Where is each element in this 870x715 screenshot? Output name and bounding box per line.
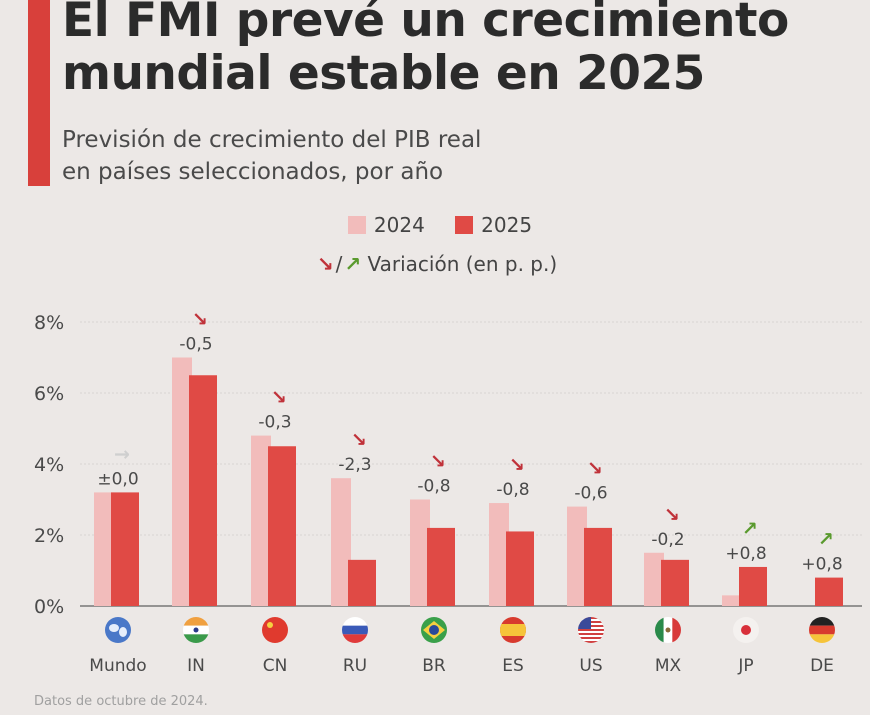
bar-2025-mundo bbox=[111, 492, 139, 606]
y-tick-label: 4% bbox=[34, 454, 64, 476]
variation-arrow-down-icon: ↘ bbox=[430, 451, 446, 473]
x-tick-label-de: DE bbox=[810, 656, 834, 676]
variation-label-us: -0,6 bbox=[574, 484, 607, 504]
bar-2024-jp bbox=[722, 595, 742, 606]
legend-item-2025: 2025 bbox=[455, 213, 532, 237]
bar-2025-mx bbox=[661, 559, 689, 606]
variation-label-br: -0,8 bbox=[417, 477, 450, 497]
germany-flag-icon bbox=[809, 617, 835, 643]
legend-variation-label: Variación (en p. p.) bbox=[367, 252, 558, 276]
slash-divider: / bbox=[335, 252, 343, 276]
bar-2025-us bbox=[584, 527, 612, 606]
legend-series: 2024 2025 bbox=[5, 213, 870, 239]
china-flag-icon bbox=[262, 617, 288, 643]
arrow-down-icon: ↘ bbox=[316, 252, 334, 276]
x-tick-label-ru: RU bbox=[343, 656, 367, 676]
variation-arrow-down-icon: ↘ bbox=[509, 454, 525, 476]
bar-2024-us bbox=[567, 506, 587, 606]
variation-arrow-down-icon: ↘ bbox=[271, 387, 287, 409]
bar-2024-mundo bbox=[94, 492, 114, 606]
legend-label-2024: 2024 bbox=[373, 213, 425, 237]
x-tick-label-in: IN bbox=[187, 656, 205, 676]
subtitle-line-2: en países seleccionados, por año bbox=[62, 159, 444, 185]
variation-arrow-down-icon: ↘ bbox=[192, 309, 208, 331]
legend-swatch-2024 bbox=[347, 216, 366, 234]
bar-2024-es bbox=[489, 503, 509, 606]
subtitle-line-1: Previsión de crecimiento del PIB real bbox=[62, 127, 482, 153]
mexico-flag-icon bbox=[655, 617, 681, 643]
y-tick-label: 0% bbox=[34, 596, 64, 618]
usa-flag-icon bbox=[578, 617, 604, 643]
chart-title: El FMI prevé un crecimiento mundial esta… bbox=[62, 0, 789, 101]
brazil-flag-icon bbox=[421, 617, 447, 643]
legend-swatch-2025 bbox=[455, 216, 474, 234]
bar-2024-br bbox=[410, 499, 430, 606]
legend-label-2025: 2025 bbox=[481, 213, 533, 237]
variation-arrow-down-icon: ↘ bbox=[351, 429, 367, 451]
y-tick-label: 2% bbox=[34, 525, 64, 547]
x-tick-label-us: US bbox=[579, 656, 602, 676]
japan-flag-icon bbox=[733, 617, 759, 643]
x-tick-label-cn: CN bbox=[263, 656, 288, 676]
bar-2024-mx bbox=[644, 552, 664, 606]
bar-2025-ru bbox=[348, 559, 376, 606]
x-tick-label-mundo: Mundo bbox=[89, 656, 146, 676]
x-tick-label-jp: JP bbox=[737, 656, 753, 676]
variation-label-cn: -0,3 bbox=[258, 413, 291, 433]
bar-2025-cn bbox=[268, 446, 296, 606]
x-tick-label-br: BR bbox=[422, 656, 446, 676]
variation-label-mx: -0,2 bbox=[651, 530, 684, 550]
accent-bar bbox=[28, 0, 50, 186]
source-note: Datos de octubre de 2024. bbox=[34, 694, 208, 709]
india-flag-icon bbox=[183, 617, 209, 643]
bar-2025-de bbox=[815, 577, 843, 606]
variation-arrow-flat-icon: → bbox=[114, 443, 130, 465]
russia-flag-icon bbox=[342, 617, 368, 643]
variation-label-es: -0,8 bbox=[496, 480, 529, 500]
y-tick-label: 8% bbox=[34, 312, 64, 334]
arrow-up-icon: ↗ bbox=[344, 252, 362, 276]
variation-label-in: -0,5 bbox=[179, 335, 212, 355]
variation-label-ru: -2,3 bbox=[338, 455, 371, 475]
x-tick-label-es: ES bbox=[502, 656, 524, 676]
spain-flag-icon bbox=[500, 617, 526, 643]
legend-variation: ↘ / ↗ Variación (en p. p.) bbox=[2, 252, 870, 276]
bar-2025-jp bbox=[739, 566, 767, 606]
bar-2025-br bbox=[427, 527, 455, 606]
variation-arrow-down-icon: ↘ bbox=[664, 504, 680, 526]
legend-item-2024: 2024 bbox=[347, 213, 425, 237]
bar-2025-in bbox=[189, 375, 217, 606]
bar-2024-in bbox=[172, 357, 192, 606]
variation-arrow-up-icon: ↗ bbox=[818, 529, 834, 551]
x-tick-label-mx: MX bbox=[655, 656, 682, 676]
bar-2025-es bbox=[506, 531, 534, 606]
y-tick-label: 6% bbox=[34, 383, 64, 405]
variation-label-jp: +0,8 bbox=[725, 544, 766, 564]
variation-label-de: +0,8 bbox=[801, 555, 842, 575]
bar-2024-cn bbox=[251, 435, 271, 606]
variation-arrow-up-icon: ↗ bbox=[742, 518, 758, 540]
chart-subtitle: Previsión de crecimiento del PIB real en… bbox=[62, 124, 662, 188]
bar-2024-ru bbox=[331, 478, 351, 606]
variation-arrow-down-icon: ↘ bbox=[587, 458, 603, 480]
variation-label-mundo: ±0,0 bbox=[97, 469, 138, 489]
globe-icon bbox=[105, 617, 131, 643]
